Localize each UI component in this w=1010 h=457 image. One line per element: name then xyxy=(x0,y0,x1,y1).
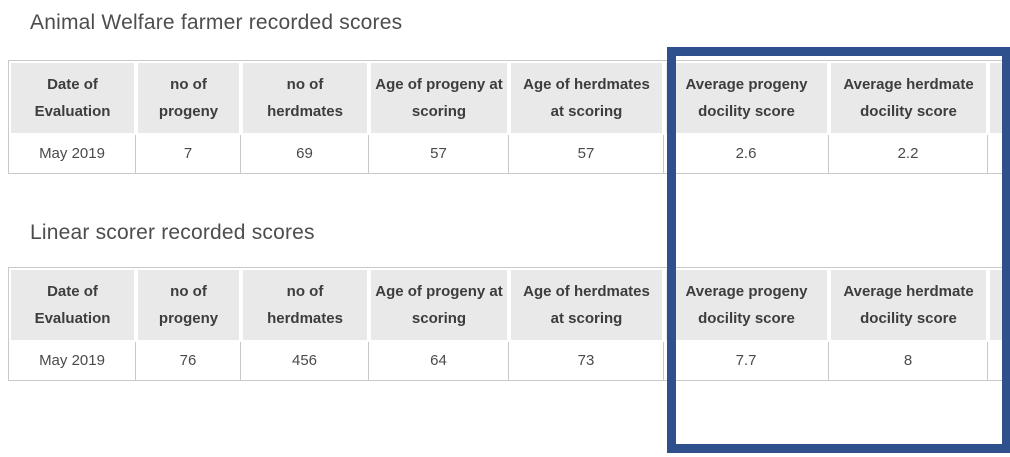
header-avg-progeny-docility: Average progeny docility score xyxy=(664,268,829,342)
cell-avg-herdmate-docility: 2.2 xyxy=(829,135,988,173)
cell-age-of-progeny: 64 xyxy=(369,342,509,380)
header-no-of-herdmates: no of herdmates xyxy=(241,268,369,342)
linear-header-row: Date of Evaluation no of progeny no of h… xyxy=(9,268,1010,342)
header-age-of-herdmates: Age of herdmates at scoring xyxy=(509,61,664,135)
linear-scores-title: Linear scorer recorded scores xyxy=(30,221,315,244)
cell-avg-herdmate-docility: 8 xyxy=(829,342,988,380)
cell-age-of-progeny: 57 xyxy=(369,135,509,173)
header-no-of-progeny: no of progeny xyxy=(136,268,241,342)
cell-spacer xyxy=(988,342,1010,380)
farmer-data-row: May 2019 7 69 57 57 2.6 2.2 xyxy=(9,135,1010,173)
cell-no-of-progeny: 7 xyxy=(136,135,241,173)
cell-age-of-herdmates: 73 xyxy=(509,342,664,380)
cell-date-of-evaluation: May 2019 xyxy=(9,135,136,173)
cell-age-of-herdmates: 57 xyxy=(509,135,664,173)
header-age-of-progeny: Age of progeny at scoring xyxy=(369,61,509,135)
farmer-scores-title: Animal Welfare farmer recorded scores xyxy=(30,11,403,34)
farmer-scores-table: Date of Evaluation no of progeny no of h… xyxy=(8,60,1010,174)
cell-avg-progeny-docility: 7.7 xyxy=(664,342,829,380)
header-age-of-herdmates: Age of herdmates at scoring xyxy=(509,268,664,342)
header-date-of-evaluation: Date of Evaluation xyxy=(9,61,136,135)
cell-spacer xyxy=(988,135,1010,173)
header-no-of-progeny: no of progeny xyxy=(136,61,241,135)
header-spacer xyxy=(988,61,1010,135)
linear-data-row: May 2019 76 456 64 73 7.7 8 xyxy=(9,342,1010,380)
linear-scores-table: Date of Evaluation no of progeny no of h… xyxy=(8,267,1010,381)
header-avg-herdmate-docility: Average herdmate docility score xyxy=(829,61,988,135)
cell-no-of-herdmates: 69 xyxy=(241,135,369,173)
cell-date-of-evaluation: May 2019 xyxy=(9,342,136,380)
cell-no-of-progeny: 76 xyxy=(136,342,241,380)
header-date-of-evaluation: Date of Evaluation xyxy=(9,268,136,342)
header-avg-herdmate-docility: Average herdmate docility score xyxy=(829,268,988,342)
header-no-of-herdmates: no of herdmates xyxy=(241,61,369,135)
header-age-of-progeny: Age of progeny at scoring xyxy=(369,268,509,342)
header-avg-progeny-docility: Average progeny docility score xyxy=(664,61,829,135)
cell-no-of-herdmates: 456 xyxy=(241,342,369,380)
farmer-header-row: Date of Evaluation no of progeny no of h… xyxy=(9,61,1010,135)
cell-avg-progeny-docility: 2.6 xyxy=(664,135,829,173)
header-spacer xyxy=(988,268,1010,342)
